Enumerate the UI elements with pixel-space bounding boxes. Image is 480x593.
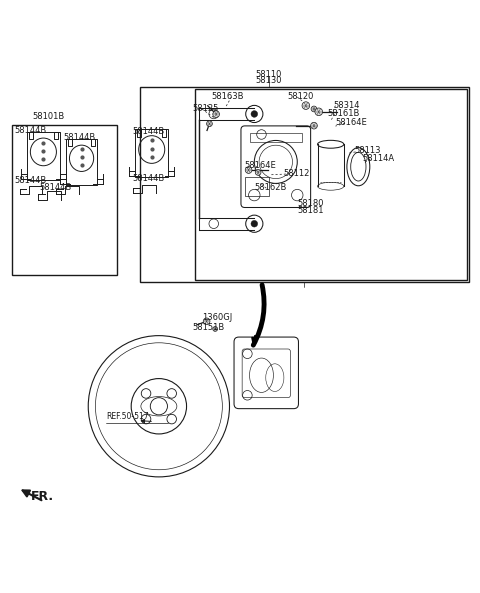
Circle shape bbox=[213, 111, 219, 117]
Text: 58180: 58180 bbox=[297, 199, 324, 208]
Text: 58151B: 58151B bbox=[192, 323, 225, 332]
Text: 58144B: 58144B bbox=[132, 174, 165, 183]
Circle shape bbox=[315, 108, 323, 116]
Text: FR.: FR. bbox=[31, 490, 54, 503]
Bar bbox=[140, 87, 469, 282]
Bar bbox=[250, 133, 302, 142]
Text: 58181: 58181 bbox=[297, 206, 324, 215]
Bar bbox=[245, 177, 269, 196]
Text: 58144B: 58144B bbox=[15, 126, 47, 135]
Text: 58144B: 58144B bbox=[39, 183, 72, 192]
Text: 58120: 58120 bbox=[288, 91, 314, 101]
Circle shape bbox=[203, 318, 210, 324]
Circle shape bbox=[311, 122, 317, 129]
Circle shape bbox=[245, 167, 252, 173]
Text: 58144B: 58144B bbox=[132, 127, 165, 136]
Text: 58162B: 58162B bbox=[254, 183, 287, 192]
Circle shape bbox=[251, 221, 258, 227]
Text: 58164E: 58164E bbox=[245, 161, 276, 170]
Text: 58130: 58130 bbox=[255, 76, 282, 85]
Text: 58163B: 58163B bbox=[211, 91, 244, 101]
Bar bbox=[195, 89, 467, 280]
Circle shape bbox=[206, 121, 212, 127]
Text: 58101B: 58101B bbox=[33, 112, 65, 121]
Text: 58112: 58112 bbox=[283, 169, 309, 178]
Text: 58161B: 58161B bbox=[327, 109, 360, 118]
Text: 58125: 58125 bbox=[192, 104, 219, 113]
Text: 58144B: 58144B bbox=[15, 176, 47, 185]
Text: 58113: 58113 bbox=[355, 146, 381, 155]
Text: 58114A: 58114A bbox=[363, 154, 395, 162]
Bar bbox=[12, 125, 117, 275]
Circle shape bbox=[311, 106, 317, 112]
Text: 58110: 58110 bbox=[255, 70, 282, 79]
Circle shape bbox=[302, 102, 310, 110]
Circle shape bbox=[255, 170, 261, 176]
Text: 58144B: 58144B bbox=[63, 133, 96, 142]
Circle shape bbox=[251, 111, 258, 117]
Circle shape bbox=[213, 327, 217, 331]
Text: 58164E: 58164E bbox=[336, 118, 367, 127]
Text: 1360GJ: 1360GJ bbox=[202, 314, 232, 323]
Text: 58314: 58314 bbox=[333, 101, 360, 110]
Text: REF.50-517: REF.50-517 bbox=[107, 412, 149, 421]
